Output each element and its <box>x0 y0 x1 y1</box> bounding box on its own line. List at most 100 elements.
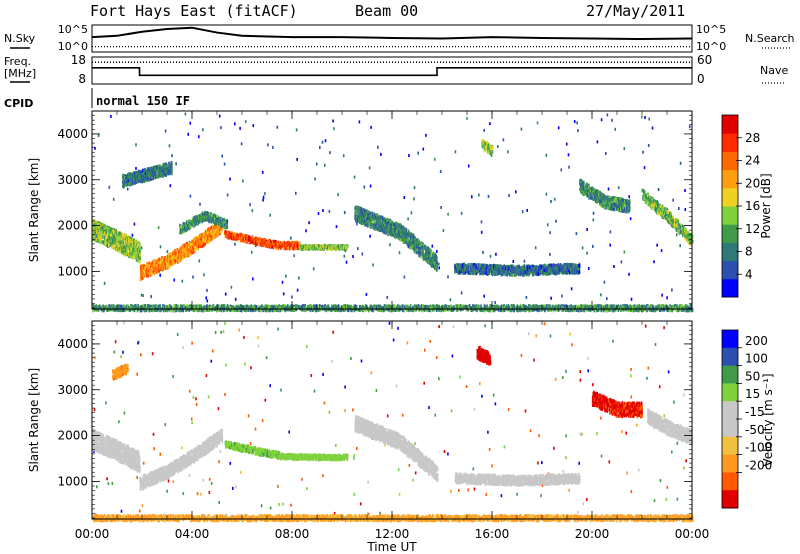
range-cell <box>197 238 200 242</box>
scatter-cell <box>688 125 691 129</box>
scatter-cell <box>291 295 293 299</box>
range-cell <box>116 245 119 249</box>
scatter-cell <box>567 153 570 157</box>
scatter-cell <box>312 267 315 271</box>
range-cell <box>105 243 108 247</box>
range-cell <box>279 241 282 245</box>
range-cell <box>136 249 139 253</box>
scatter-cell <box>226 193 229 197</box>
scatter-cell <box>520 127 523 131</box>
range-cell <box>139 246 141 250</box>
range-cell <box>176 260 179 264</box>
range-cell <box>105 241 107 245</box>
scatter-cell <box>413 186 416 190</box>
range-cell <box>92 236 95 240</box>
range-cell <box>259 242 262 246</box>
scatter-cell <box>515 190 517 194</box>
range-cell <box>159 260 161 264</box>
scatter-cell <box>494 301 496 304</box>
range-cell <box>116 238 119 242</box>
range-cell <box>250 237 253 241</box>
range-cell <box>147 273 150 278</box>
range-cell <box>116 241 119 245</box>
range-cell <box>436 261 438 265</box>
range-cell <box>256 242 259 246</box>
range-cell <box>160 171 163 175</box>
range-cell <box>172 251 175 255</box>
range-cell <box>256 237 258 241</box>
range-cell <box>236 235 238 239</box>
scatter-cell <box>181 279 184 283</box>
scatter-cell <box>617 186 620 190</box>
range-cell <box>197 242 200 246</box>
range-cell <box>109 238 112 243</box>
range-cell <box>224 234 227 238</box>
range-cell <box>258 243 261 247</box>
range-cell <box>186 247 189 251</box>
range-cell <box>200 237 203 241</box>
range-cell <box>190 242 192 247</box>
scatter-cell <box>471 195 473 199</box>
scatter-cell <box>298 276 300 280</box>
scatter-cell <box>550 200 552 203</box>
range-cell <box>174 250 177 255</box>
scatter-cell <box>489 254 492 258</box>
scatter-cell <box>436 249 438 253</box>
scatter-cell <box>171 154 173 158</box>
range-cell <box>94 219 96 223</box>
range-cell <box>172 258 175 263</box>
range-cell <box>416 250 418 255</box>
range-cell <box>166 263 169 267</box>
scatter-cell <box>440 206 442 209</box>
range-cell <box>144 273 147 277</box>
range-cell <box>239 239 242 243</box>
range-cell <box>234 237 237 241</box>
range-cell <box>197 244 200 249</box>
range-cell <box>171 162 173 166</box>
range-cell <box>117 237 120 241</box>
scatter-cell <box>221 154 223 158</box>
range-cell <box>112 243 114 247</box>
range-cell <box>101 233 103 237</box>
scatter-cell <box>363 185 366 189</box>
range-cell <box>425 245 427 250</box>
range-cell <box>226 230 229 234</box>
noise-sky-series <box>91 26 693 41</box>
range-cell <box>146 264 148 268</box>
range-cell <box>99 230 101 234</box>
range-cell <box>191 239 193 244</box>
range-cell <box>171 168 173 173</box>
scatter-cell <box>234 242 236 246</box>
scatter-cell <box>609 243 611 247</box>
scatter-cell <box>684 208 687 211</box>
scatter-cell <box>489 122 491 126</box>
scatter-cell <box>606 297 608 301</box>
range-cell <box>236 236 239 241</box>
scatter-cell <box>666 296 668 300</box>
range-cell <box>179 249 181 253</box>
scatter-cell <box>368 166 371 170</box>
scatter-cell <box>495 252 497 256</box>
range-cell <box>175 259 177 263</box>
range-cell <box>246 234 249 238</box>
range-cell <box>100 235 103 239</box>
range-cell <box>137 241 140 245</box>
range-cell <box>169 262 172 266</box>
scatter-cell <box>592 211 595 215</box>
range-cell <box>210 232 213 236</box>
scatter-cell <box>251 209 254 213</box>
range-cell <box>227 230 230 235</box>
range-cell <box>178 256 181 261</box>
scatter-cell <box>675 233 678 237</box>
scatter-cell <box>329 151 331 155</box>
range-cell <box>176 257 179 261</box>
range-cell <box>148 269 151 274</box>
range-cell <box>435 257 438 262</box>
scatter-cell <box>293 254 295 258</box>
scatter-cell <box>187 132 189 136</box>
scatter-cell <box>586 228 588 231</box>
range-cell <box>156 260 159 264</box>
cpid-text: normal 150 IF <box>96 94 190 108</box>
range-cell <box>103 242 106 246</box>
scatter-cell <box>525 296 528 299</box>
